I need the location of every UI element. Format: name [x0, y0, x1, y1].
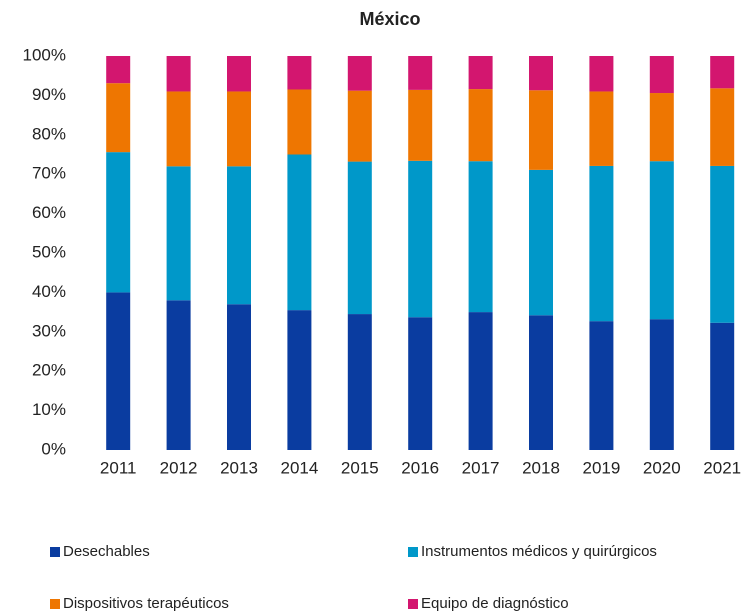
y-tick-label: 60%	[32, 203, 66, 222]
legend-swatch	[408, 599, 418, 609]
bar-segment	[408, 56, 433, 90]
bar-segment	[227, 56, 251, 92]
legend-label: Instrumentos médicos y quirúrgicos	[421, 543, 657, 560]
x-tick-label: 2017	[462, 458, 500, 477]
x-tick-label: 2021	[703, 458, 741, 477]
bar-segment	[529, 169, 553, 316]
bar-segment	[287, 89, 312, 155]
bar-segment	[287, 56, 312, 90]
bar-segment	[106, 152, 131, 293]
y-tick-label: 10%	[32, 400, 66, 419]
legend-swatch	[50, 599, 60, 609]
bar-segment	[166, 300, 191, 450]
bar-segment	[529, 90, 553, 170]
bar-segment	[287, 310, 312, 450]
bar-segment	[589, 165, 614, 322]
bar-segment	[408, 317, 433, 450]
bar-segment	[710, 165, 735, 323]
x-tick-label: 2011	[100, 458, 137, 477]
legend-label: Equipo de diagnóstico	[421, 595, 569, 612]
bar-segment	[710, 88, 735, 166]
bar-segment	[468, 89, 493, 162]
bar-segment	[227, 91, 251, 167]
y-tick-label: 80%	[32, 124, 66, 143]
x-tick-label: 2016	[401, 458, 439, 477]
legend-label: Dispositivos terapéuticos	[63, 595, 229, 612]
x-tick-label: 2014	[280, 458, 318, 477]
y-tick-label: 40%	[32, 282, 66, 301]
bar-segment	[166, 56, 191, 92]
bar-segment	[468, 312, 493, 450]
x-tick-label: 2013	[220, 458, 258, 477]
bar-segment	[649, 56, 674, 94]
x-tick-label: 2019	[582, 458, 620, 477]
y-tick-label: 100%	[23, 45, 66, 64]
bar-segment	[166, 166, 191, 301]
y-tick-label: 70%	[32, 164, 66, 183]
bar-segment	[347, 90, 372, 162]
y-tick-label: 0%	[41, 439, 66, 458]
x-tick-label: 2020	[643, 458, 681, 477]
bar-segment	[529, 315, 553, 450]
bar-segment	[347, 161, 372, 315]
bar-segment	[106, 56, 131, 84]
bar-segment	[347, 314, 372, 450]
x-tick-label: 2018	[522, 458, 560, 477]
bar-segment	[227, 304, 251, 450]
bar-segment	[106, 292, 131, 450]
x-tick-label: 2012	[160, 458, 198, 477]
bar-segment	[468, 161, 493, 313]
x-tick-label: 2015	[341, 458, 379, 477]
y-tick-label: 90%	[32, 85, 66, 104]
bar-segment	[589, 91, 614, 166]
bar-segment	[408, 89, 433, 161]
bar-segment	[227, 166, 251, 305]
bar-segment	[468, 56, 493, 90]
bar-segment	[347, 56, 372, 91]
legend-swatch	[50, 547, 60, 557]
bar-segment	[649, 319, 674, 450]
legend-swatch	[408, 547, 418, 557]
bar-segment	[710, 322, 735, 450]
bar-segment	[287, 154, 312, 311]
bar-segment	[106, 83, 131, 153]
chart-title: México	[359, 9, 420, 29]
bar-segment	[649, 161, 674, 320]
bar-segment	[408, 160, 433, 318]
bar-segment	[589, 321, 614, 450]
y-tick-label: 50%	[32, 242, 66, 261]
bar-segment	[649, 93, 674, 162]
y-tick-label: 30%	[32, 321, 66, 340]
legend-label: Desechables	[63, 543, 150, 560]
y-tick-label: 20%	[32, 361, 66, 380]
bar-segment	[166, 91, 191, 167]
bar-segment	[529, 56, 553, 91]
bar-segment	[589, 56, 614, 92]
bar-segment	[710, 56, 735, 89]
